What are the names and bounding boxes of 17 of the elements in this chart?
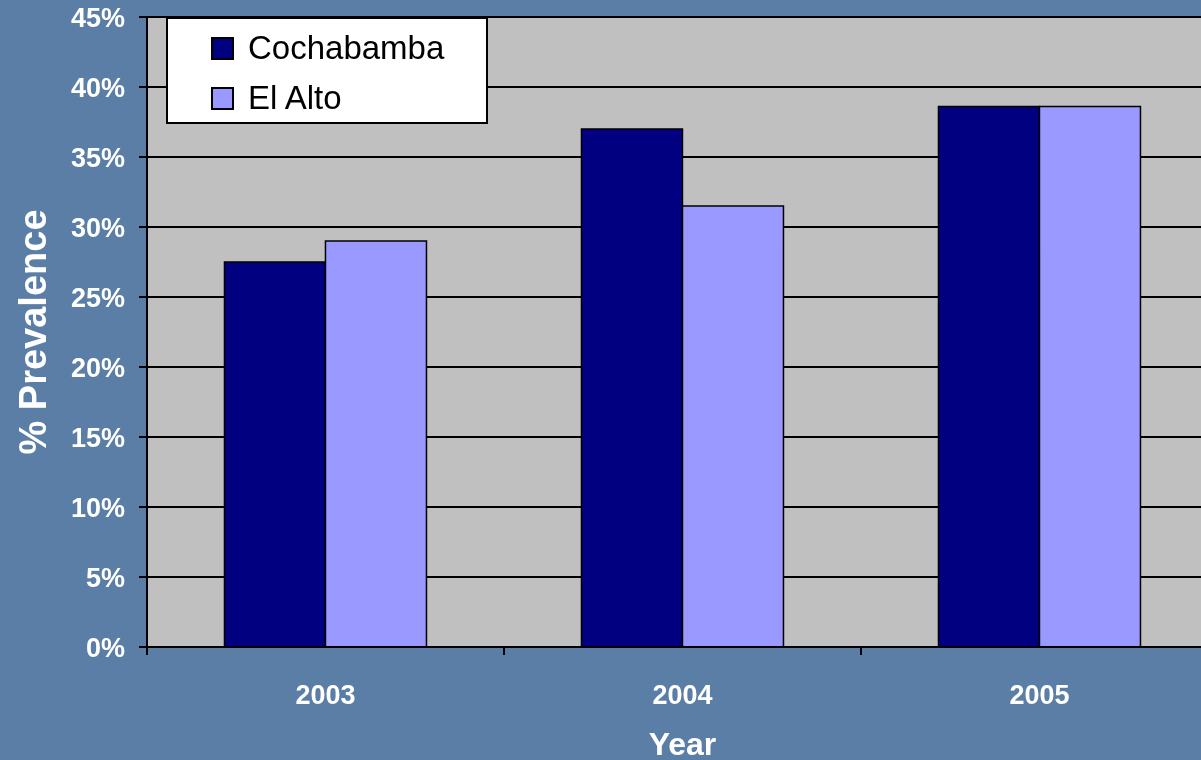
- y-axis-title: % Prevalence: [12, 209, 54, 455]
- y-tick-label: 40%: [70, 72, 125, 103]
- x-tick-label: 2005: [1009, 680, 1070, 710]
- legend-label: Cochabamba: [248, 29, 445, 67]
- y-tick-label: 25%: [70, 282, 125, 313]
- y-tick-label: 35%: [70, 142, 125, 173]
- x-axis-title: Year: [648, 726, 717, 760]
- y-tick-label: 10%: [70, 492, 125, 523]
- y-tick-label: 30%: [70, 212, 125, 243]
- x-tick-label: 2003: [295, 680, 356, 710]
- y-tick-label: 5%: [85, 562, 125, 593]
- y-tick-label: 45%: [70, 2, 125, 33]
- y-tick-label: 0%: [85, 632, 125, 663]
- legend-label: El Alto: [248, 79, 342, 117]
- x-tick-label: 2004: [652, 680, 713, 710]
- y-tick-label: 20%: [70, 352, 125, 383]
- y-tick-label: 15%: [70, 422, 125, 453]
